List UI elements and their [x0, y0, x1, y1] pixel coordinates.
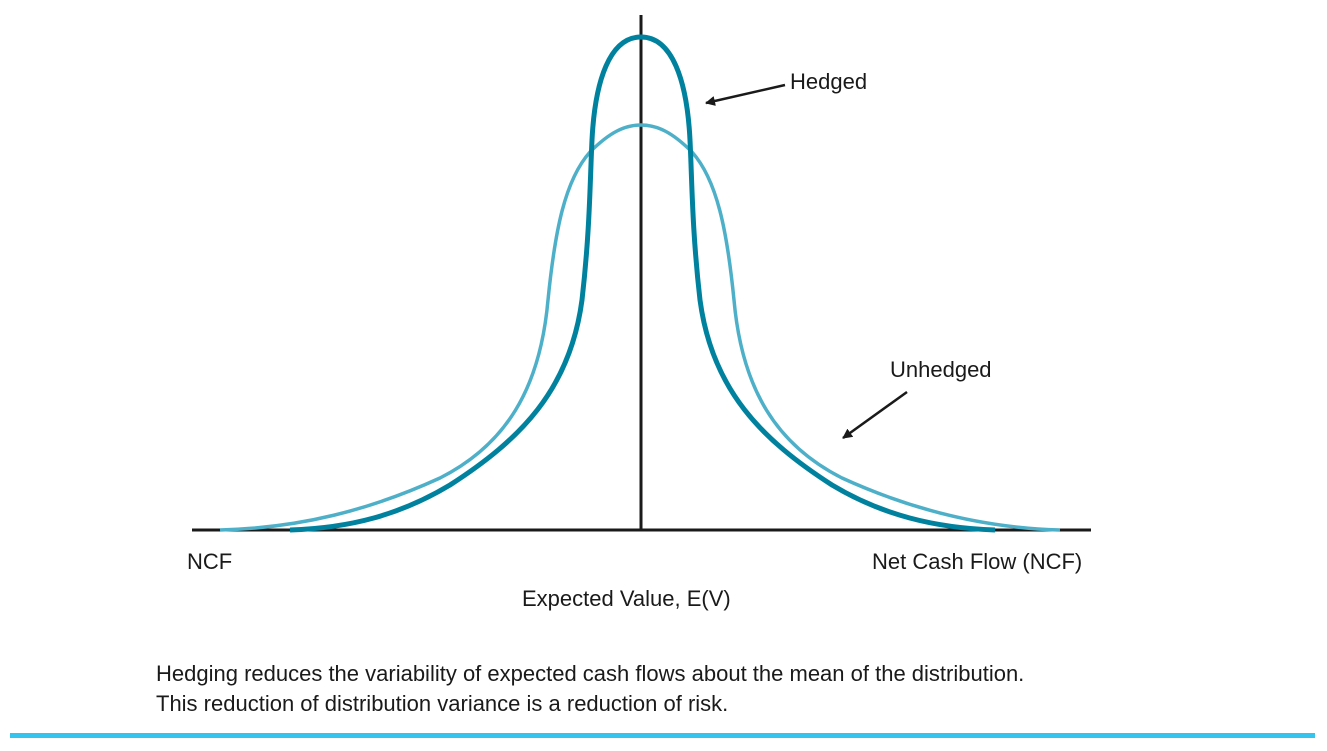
x-axis-label: Net Cash Flow (NCF) [872, 549, 1083, 574]
hedged-label: Hedged [790, 69, 868, 94]
caption-line-2: This reduction of distribution variance … [156, 691, 729, 716]
bottom-rule [10, 733, 1315, 738]
mean-label: Expected Value, E(V) [522, 586, 731, 611]
hedged-arrow [705, 83, 786, 106]
unhedged-curve [219, 123, 1061, 532]
unhedged-label: Unhedged [890, 357, 992, 382]
unhedged-arrow [842, 390, 908, 440]
ncf-left-label: NCF [187, 549, 233, 574]
caption-line-1: Hedging reduces the variability of expec… [156, 661, 1025, 686]
hedged-curve [289, 34, 996, 533]
